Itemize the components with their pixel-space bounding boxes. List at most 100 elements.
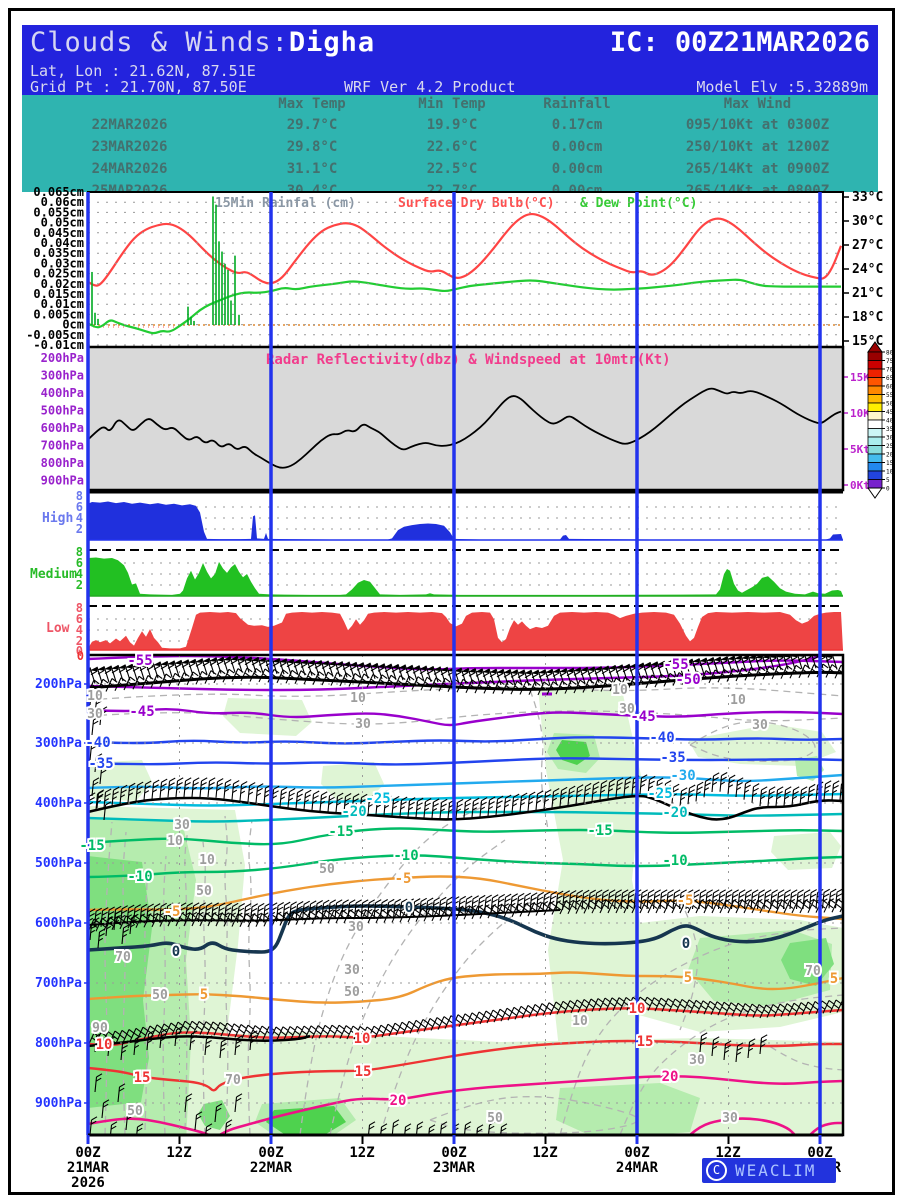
column-header: Max Temp: [278, 96, 346, 112]
temp-contour-20: [88, 1074, 843, 1135]
table-cell: 19.9°C: [426, 117, 478, 133]
temp-contour-label: -45: [129, 704, 154, 720]
humidity-shading: [538, 688, 651, 1135]
dry-bulb-curve: [88, 212, 843, 287]
axis-label: 75: [886, 358, 894, 365]
temp-contour-label: -15: [328, 824, 353, 840]
axis-label: 30: [886, 435, 894, 442]
axis-label: 0: [886, 486, 890, 493]
temp-contour--35: [88, 757, 843, 766]
axis-label: 24°C: [852, 262, 883, 277]
temp-contour-label: -5: [677, 893, 694, 909]
rh-contour-label: 90: [92, 1021, 108, 1036]
rh-contour: [679, 899, 699, 1031]
axis-label: 40: [886, 418, 894, 425]
rh-contour: [329, 839, 506, 1135]
table-cell: 24MAR2026: [91, 161, 168, 177]
cloud-layer-label: High: [42, 511, 73, 526]
temp-contour--15: [88, 827, 843, 846]
temp-contour-label: 15: [637, 1034, 654, 1050]
temp-contour--45: [88, 708, 843, 727]
axis-label: 400hPa: [35, 796, 82, 811]
temp-contour-label: 0: [682, 936, 690, 952]
rh-contour: [224, 815, 229, 1131]
temp-contour-label: -10: [127, 869, 152, 885]
temp-contour-label: 15: [355, 1064, 372, 1080]
init-condition-label: IC: 00Z21MAR2026: [609, 27, 870, 58]
dew-point-curve: [88, 278, 841, 335]
axis-label: 0.065cm: [33, 185, 84, 199]
axis-label: -0.005cm: [26, 328, 84, 342]
rh-contour: [529, 689, 549, 831]
temp-contour-5: [88, 971, 843, 1004]
axis-label: 45: [886, 409, 894, 416]
axis-label: 25: [886, 443, 894, 450]
axis-label: 4: [76, 511, 83, 525]
panel-title: Radar Reflectivity(dbz) & Windspeed at 1…: [266, 352, 671, 368]
axis-label: 2: [76, 578, 83, 592]
table-cell: 0.00cm: [551, 161, 603, 177]
axis-label: 200hPa: [41, 351, 84, 365]
temp-contour-label: -10: [662, 853, 687, 869]
page-title: Clouds & Winds:Digha: [30, 27, 375, 58]
rh-contour: [202, 841, 206, 1135]
temp-contour-: [689, 1117, 796, 1135]
rh-contour-label: 50: [152, 988, 168, 1003]
axis-label: 0.025cm: [33, 267, 84, 281]
axis-label: 60: [886, 384, 894, 391]
rh-contour: [429, 1096, 639, 1134]
humidity-shading: [688, 724, 836, 766]
axis-label: 0.055cm: [33, 205, 84, 219]
weaclim-logo: C WEACLIM: [702, 1158, 836, 1183]
axis-label: 2: [76, 522, 83, 536]
axis-label: 80: [886, 350, 894, 357]
axis-label: 0: [76, 644, 83, 658]
temp-contour-label: -15: [587, 823, 612, 839]
axis-label: 0.02cm: [41, 277, 84, 291]
cloud-amount-area: [88, 501, 843, 540]
axis-label: 0.06cm: [41, 195, 84, 209]
humidity-shading: [321, 762, 384, 801]
axis-label: 0.01cm: [41, 297, 84, 311]
rh-contour-label: 70: [115, 950, 131, 965]
humidity-shading: [223, 698, 312, 736]
axis-label: 33°C: [852, 190, 883, 205]
time-tick-label: 21MAR: [67, 1160, 110, 1176]
table-row: 23MAR2026 29.8°C 22.6°C 0.00cm 250/10Kt at 1…: [22, 136, 878, 158]
rh-contour-label: 30: [722, 1111, 738, 1126]
temp-contour-label: 10: [96, 1037, 113, 1053]
axis-label: 5Kt: [850, 443, 870, 456]
rh-contour-label: 70: [805, 964, 821, 979]
humidity-shading: [198, 1100, 230, 1130]
rh-contour: [162, 855, 167, 1135]
temp-contour--10: [88, 854, 843, 879]
time-tick-label: 00Z: [75, 1145, 100, 1161]
time-tick-label: 00Z: [624, 1145, 649, 1161]
column-header: Min Temp: [418, 96, 486, 112]
rh-contour-label: 30: [355, 717, 371, 732]
temp-contour-: [809, 1121, 843, 1135]
axis-label: 0.015cm: [33, 287, 84, 301]
table-cell: 095/10Kt at 0300Z: [685, 117, 830, 133]
panel-title-part: Surface Dry Bulb(°C): [398, 196, 555, 211]
axis-label: 400hPa: [41, 386, 84, 400]
table-cell: 22.5°C: [426, 161, 478, 177]
humidity-shading: [88, 760, 152, 801]
axis-label: 70: [886, 367, 894, 374]
temp-contour-label: 0: [405, 900, 413, 916]
temp-contour-label: 20: [390, 1093, 407, 1109]
axis-label: 0.05cm: [41, 216, 84, 230]
axis-label: 21°C: [852, 286, 883, 301]
rh-contour-label: 10: [730, 693, 746, 708]
rh-contour-label: 70: [225, 1073, 241, 1088]
axis-label: 300hPa: [35, 736, 82, 751]
cloud-amount-area: [88, 557, 843, 596]
axis-label: 600hPa: [41, 421, 84, 435]
windspeed-curve: [88, 387, 842, 469]
time-tick-label: 00Z: [441, 1145, 466, 1161]
rh-contour: [299, 807, 481, 1135]
